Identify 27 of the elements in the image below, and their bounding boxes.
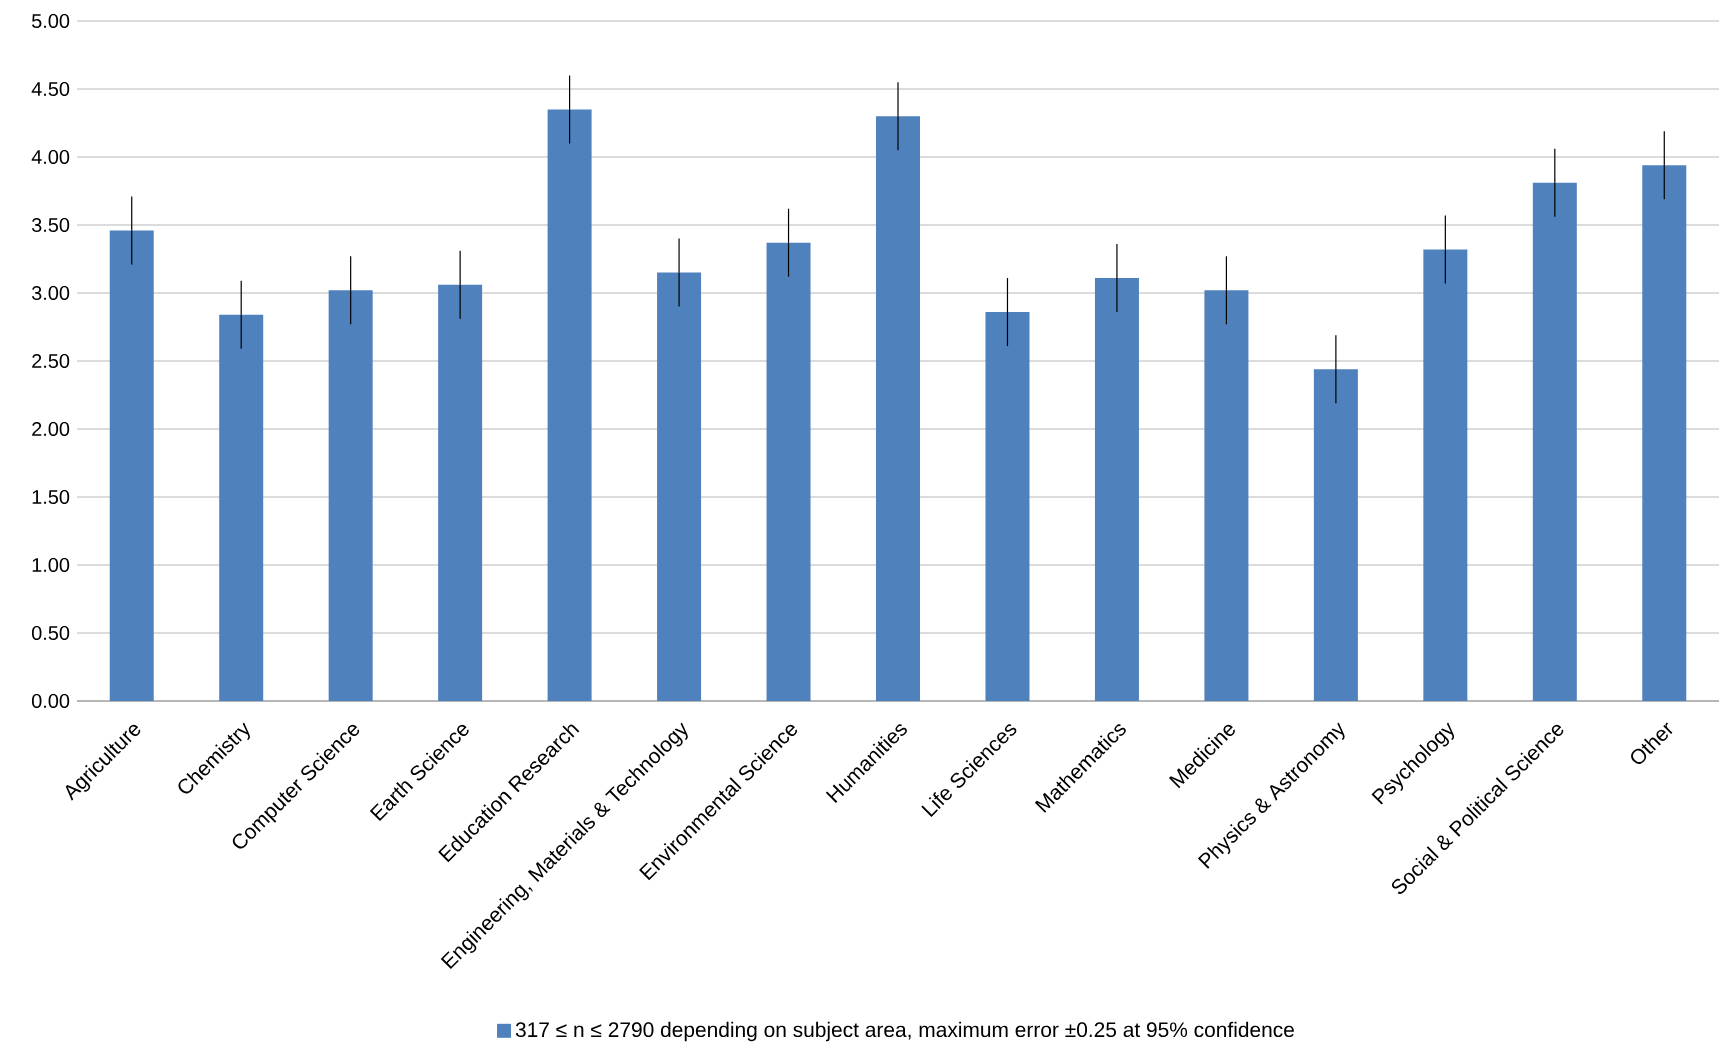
- legend-label: 317 ≤ n ≤ 2790 depending on subject area, maximum error ±0.25 at 95% confidence: [515, 1021, 1294, 1042]
- bar: [1204, 290, 1249, 702]
- y-tick-label: 1.50: [32, 489, 70, 505]
- y-tick-label: 0.00: [31, 693, 70, 709]
- y-tick-label: 3.50: [31, 217, 70, 233]
- bar: [1423, 249, 1468, 702]
- bar: [985, 312, 1030, 702]
- y-tick-label: 0.50: [31, 625, 70, 641]
- bar: [328, 290, 373, 702]
- y-tick-label: 4.00: [31, 149, 70, 165]
- bar: [657, 272, 702, 702]
- y-tick-label: 2.00: [32, 421, 70, 437]
- y-tick-label: 3.00: [31, 285, 70, 301]
- bar: [219, 314, 264, 702]
- y-tick-label: 5.00: [31, 13, 70, 29]
- bar: [547, 109, 592, 702]
- bar: [438, 284, 483, 702]
- bar: [766, 242, 811, 702]
- y-tick-label: 4.50: [31, 81, 70, 97]
- bar: [1642, 165, 1687, 702]
- y-tick-label: 1.00: [32, 557, 70, 573]
- y-tick-label: 2.50: [32, 353, 70, 369]
- bar: [1532, 182, 1577, 702]
- bar: [1313, 369, 1358, 702]
- bar: [109, 230, 154, 702]
- bar: [876, 116, 921, 702]
- bar: [1094, 278, 1139, 702]
